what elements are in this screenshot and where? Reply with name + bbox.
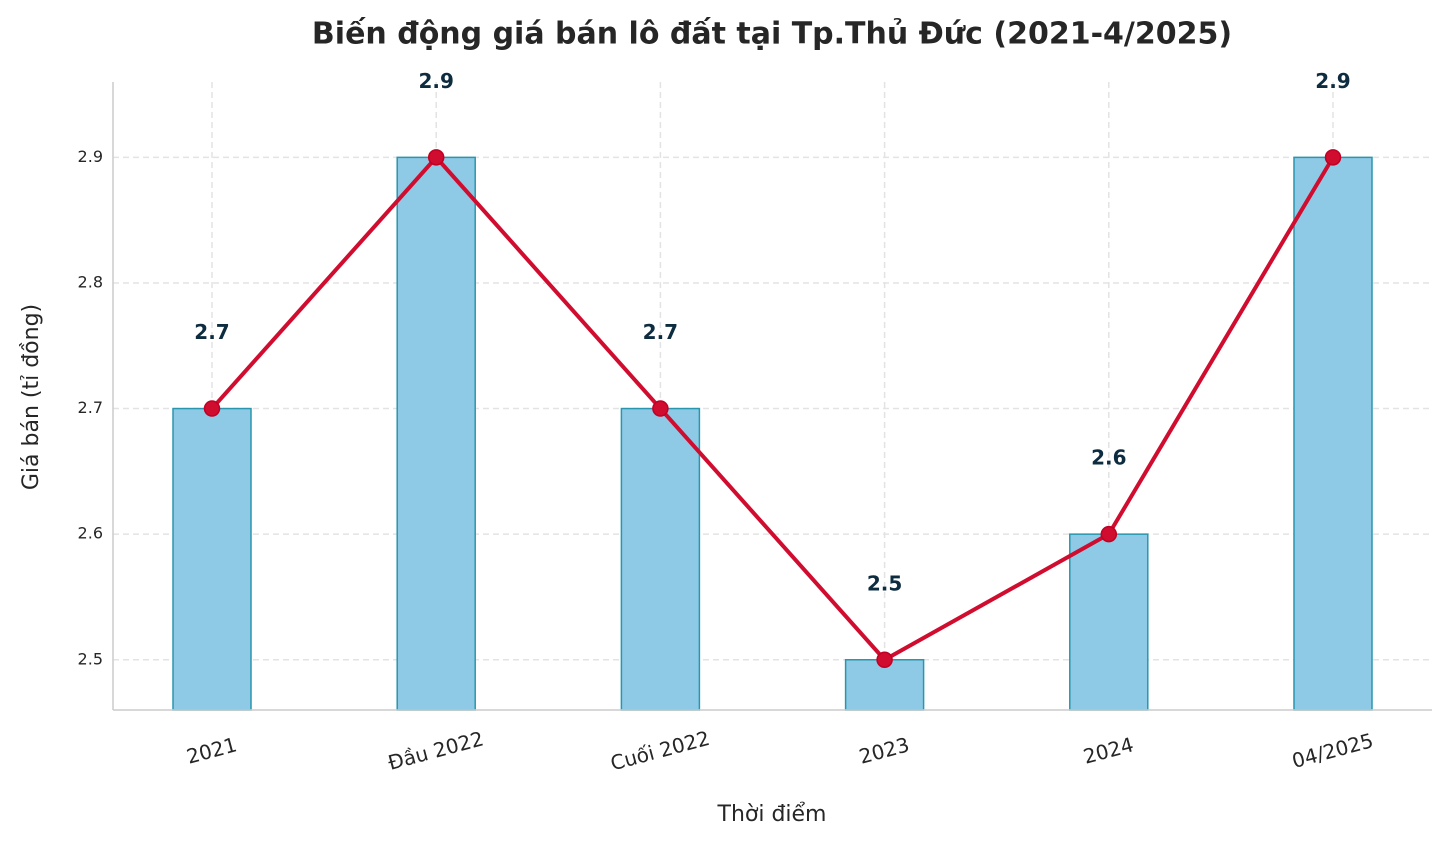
marker <box>1324 149 1342 166</box>
bar <box>620 407 701 711</box>
x-tick-label: Đầu 2022 <box>386 726 487 774</box>
data-label: 2.7 <box>643 320 678 344</box>
marker <box>427 149 445 166</box>
chart-title: Biến động giá bán lô đất tại Tp.Thủ Đức … <box>312 17 1232 52</box>
x-tick-label: 2023 <box>857 732 912 768</box>
marker <box>1100 525 1118 543</box>
x-tick-label: 04/2025 <box>1289 728 1375 773</box>
plot: 2.7 2.9 2.7 2.5 2.6 2.9 <box>172 69 1373 711</box>
y-tick-label: 2.9 <box>78 147 103 166</box>
data-label: 2.9 <box>418 69 453 93</box>
marker <box>876 651 893 669</box>
grid <box>113 82 1432 710</box>
marker <box>203 400 221 417</box>
y-tick-label: 2.7 <box>78 398 103 417</box>
x-axis-title: Thời điểm <box>717 802 827 827</box>
y-tick-label: 2.8 <box>78 272 103 291</box>
line <box>210 155 1335 662</box>
marker <box>652 400 669 417</box>
data-label: 2.5 <box>867 571 902 595</box>
data-label: 2.6 <box>1091 446 1126 470</box>
y-tick-label: 2.5 <box>78 649 103 668</box>
bar <box>396 156 476 711</box>
x-tick-label: 2024 <box>1081 732 1136 768</box>
x-tick-label: 2021 <box>184 732 239 768</box>
bar <box>172 407 252 711</box>
bar <box>1069 533 1149 711</box>
data-label: 2.7 <box>194 320 229 344</box>
y-axis-title: Giá bán (tỉ đồng) <box>19 304 44 490</box>
data-label: 2.9 <box>1315 69 1350 93</box>
y-tick-label: 2.6 <box>78 524 103 543</box>
bar <box>1293 156 1373 711</box>
x-tick-label: Cuối 2022 <box>608 726 712 776</box>
